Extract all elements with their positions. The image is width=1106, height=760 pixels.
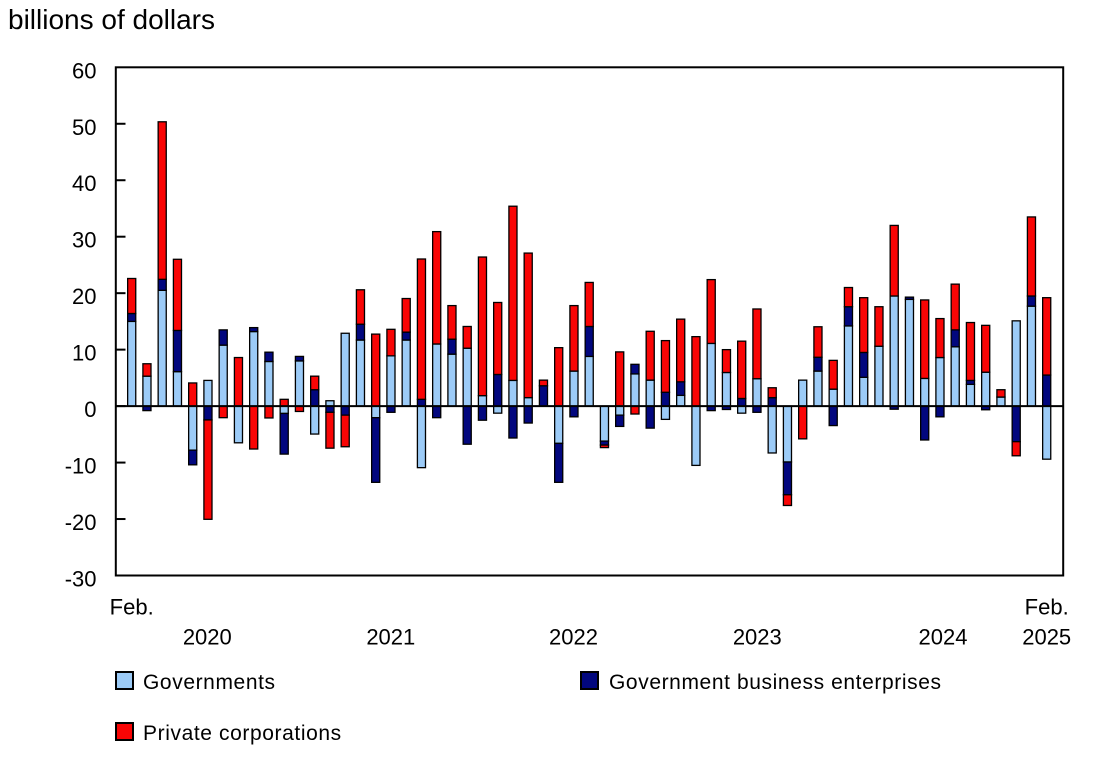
svg-text:-20: -20 [65,510,97,535]
svg-text:0: 0 [84,397,96,422]
svg-text:-10: -10 [65,454,97,479]
svg-text:30: 30 [72,228,96,253]
svg-text:60: 60 [72,58,96,83]
svg-text:50: 50 [72,115,96,140]
svg-text:2023: 2023 [733,625,782,650]
svg-text:2021: 2021 [366,625,415,650]
svg-text:2022: 2022 [549,625,598,650]
svg-text:Feb.: Feb. [110,595,154,620]
svg-text:2025: 2025 [1022,625,1071,650]
svg-text:40: 40 [72,171,96,196]
svg-text:Feb.: Feb. [1025,595,1069,620]
svg-text:10: 10 [72,341,96,366]
svg-text:2020: 2020 [183,625,232,650]
svg-text:-30: -30 [65,567,97,592]
svg-text:2024: 2024 [919,625,968,650]
svg-text:20: 20 [72,284,96,309]
